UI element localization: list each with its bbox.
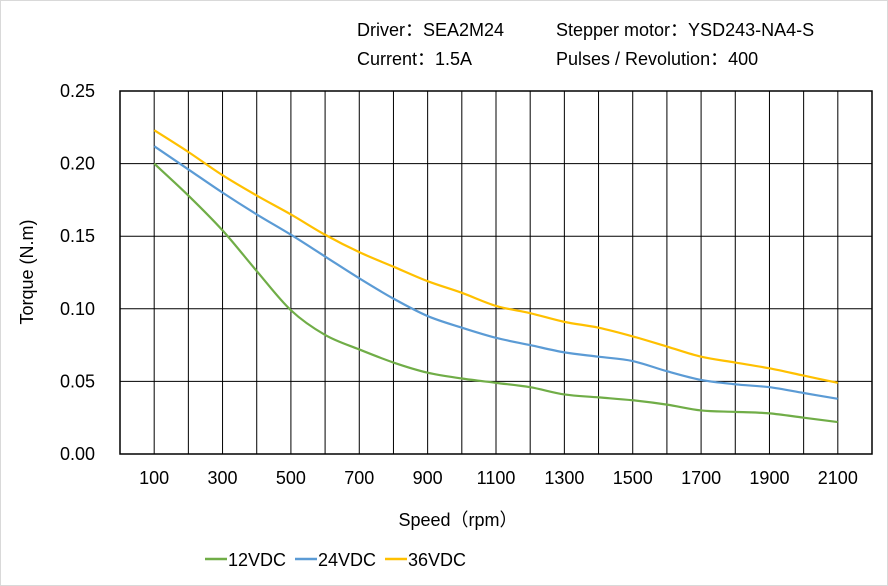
y-tick-label: 0.20	[60, 154, 95, 174]
x-tick-label: 1500	[613, 468, 653, 488]
x-tick-label: 1300	[544, 468, 584, 488]
x-tick-label: 2100	[818, 468, 858, 488]
current-label: Current：1.5A	[357, 49, 473, 69]
x-tick-label: 700	[344, 468, 374, 488]
grid	[119, 90, 873, 455]
y-tick-label: 0.00	[60, 444, 95, 464]
x-axis-label: Speed（rpm）	[398, 510, 517, 530]
series-line-24VDC	[153, 145, 839, 400]
series-line-36VDC	[153, 129, 839, 384]
y-tick-label: 0.25	[60, 81, 95, 101]
x-tick-label: 100	[139, 468, 169, 488]
legend-label-24VDC: 24VDC	[318, 550, 376, 570]
x-tick-label: 500	[276, 468, 306, 488]
legend: 12VDC 24VDC 36VDC	[205, 550, 466, 570]
tick-labels: 100 300 500 700 900 1100 1300 1500 1700 1900 2100 0…	[60, 81, 858, 488]
legend-label-36VDC: 36VDC	[408, 550, 466, 570]
x-tick-label: 1900	[749, 468, 789, 488]
y-tick-label: 0.15	[60, 226, 95, 246]
x-tick-label: 1700	[681, 468, 721, 488]
pulses-label: Pulses / Revolution：400	[556, 49, 759, 69]
y-tick-label: 0.05	[60, 371, 95, 391]
series-lines	[153, 129, 839, 424]
driver-label: Driver：SEA2M24	[357, 20, 505, 40]
plot-border	[119, 90, 873, 455]
y-axis-label: Torque (N.m)	[17, 219, 37, 324]
series-line-12VDC	[153, 162, 838, 424]
x-tick-label: 300	[208, 468, 238, 488]
y-tick-label: 0.10	[60, 299, 95, 319]
x-tick-label: 900	[413, 468, 443, 488]
motor-label: Stepper motor：YSD243-NA4-S	[556, 20, 815, 40]
legend-label-12VDC: 12VDC	[228, 550, 286, 570]
x-tick-label: 1100	[477, 468, 516, 488]
